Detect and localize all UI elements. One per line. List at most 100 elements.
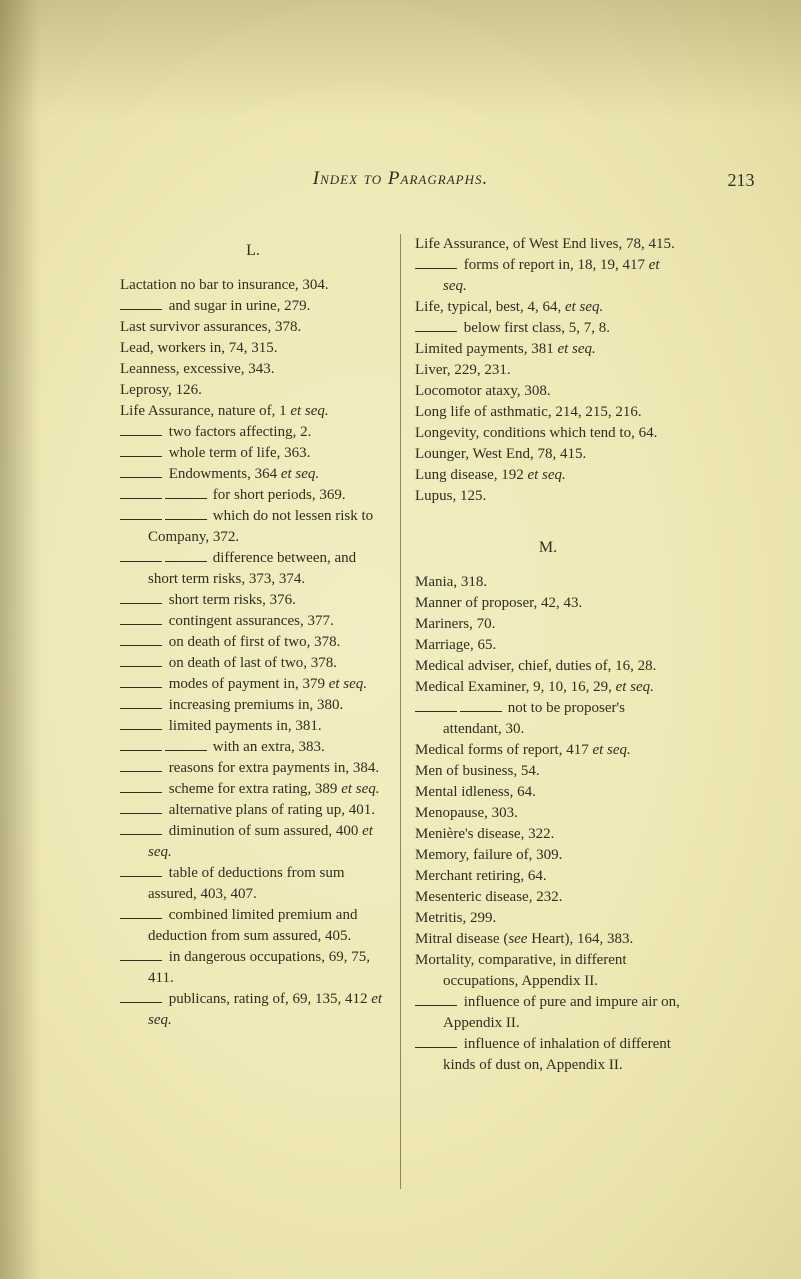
em-dash-leader: [120, 700, 162, 709]
page: Index to Paragraphs. 213 L. Lactation no…: [0, 0, 801, 1279]
index-entry: scheme for extra rating, 389 et seq.: [120, 779, 386, 800]
index-entry: Mariners, 70.: [415, 614, 681, 635]
columns: L. Lactation no bar to insurance, 304. a…: [120, 234, 681, 1189]
em-dash-leader: [415, 1039, 457, 1048]
index-entry: on death of first of two, 378.: [120, 632, 386, 653]
em-dash-leader: [120, 595, 162, 604]
em-dash-leader: [415, 703, 457, 712]
em-dash-leader: [120, 952, 162, 961]
index-entry: which do not lessen risk to Company, 372…: [120, 506, 386, 548]
index-entry: not to be proposer's attendant, 30.: [415, 698, 681, 740]
em-dash-leader: [165, 742, 207, 751]
index-entry: forms of report in, 18, 19, 417 et seq.: [415, 255, 681, 297]
index-entry: whole term of life, 363.: [120, 443, 386, 464]
index-entry: Mental idleness, 64.: [415, 782, 681, 803]
index-entry: Leanness, excessive, 343.: [120, 359, 386, 380]
index-entry: with an extra, 383.: [120, 737, 386, 758]
index-entry: Menopause, 303.: [415, 803, 681, 824]
index-entry: modes of payment in, 379 et seq.: [120, 674, 386, 695]
index-entry: table of deductions from sum assured, 40…: [120, 863, 386, 905]
index-entry: increasing premiums in, 380.: [120, 695, 386, 716]
index-entry: alternative plans of rating up, 401.: [120, 800, 386, 821]
index-entry: Memory, failure of, 309.: [415, 845, 681, 866]
index-entry: Merchant retiring, 64.: [415, 866, 681, 887]
em-dash-leader: [120, 784, 162, 793]
index-entry: limited payments in, 381.: [120, 716, 386, 737]
index-entry: combined limited premium and deduction f…: [120, 905, 386, 947]
index-entry: and sugar in urine, 279.: [120, 296, 386, 317]
index-entry: Lung disease, 192 et seq.: [415, 465, 681, 486]
index-entry: Locomotor ataxy, 308.: [415, 381, 681, 402]
index-entry: Mitral disease (see Heart), 164, 383.: [415, 929, 681, 950]
page-number: 213: [728, 170, 755, 191]
em-dash-leader: [120, 679, 162, 688]
index-entry: Lactation no bar to insurance, 304.: [120, 275, 386, 296]
index-entry: reasons for extra payments in, 384.: [120, 758, 386, 779]
index-entry: below first class, 5, 7, 8.: [415, 318, 681, 339]
index-entry: Metritis, 299.: [415, 908, 681, 929]
index-entry: Longevity, conditions which tend to, 64.: [415, 423, 681, 444]
header-row: Index to Paragraphs. 213: [121, 168, 681, 190]
index-entry: diminution of sum assured, 400 et seq.: [120, 821, 386, 863]
em-dash-leader: [165, 511, 207, 520]
em-dash-leader: [120, 301, 162, 310]
index-entry: short term risks, 376.: [120, 590, 386, 611]
index-entry: contingent assurances, 377.: [120, 611, 386, 632]
em-dash-leader: [120, 637, 162, 646]
index-entry: Limited payments, 381 et seq.: [415, 339, 681, 360]
index-entry: Endowments, 364 et seq.: [120, 464, 386, 485]
em-dash-leader: [415, 997, 457, 1006]
index-entry: Life Assurance, of West End lives, 78, 4…: [415, 234, 681, 255]
em-dash-leader: [415, 323, 457, 332]
em-dash-leader: [120, 742, 162, 751]
em-dash-leader: [120, 658, 162, 667]
em-dash-leader: [120, 427, 162, 436]
index-entry: influence of pure and impure air on, App…: [415, 992, 681, 1034]
em-dash-leader: [120, 721, 162, 730]
section-spacer: [415, 507, 681, 531]
index-entry: Mesenteric disease, 232.: [415, 887, 681, 908]
em-dash-leader: [460, 703, 502, 712]
em-dash-leader: [165, 553, 207, 562]
em-dash-leader: [165, 490, 207, 499]
left-column: L. Lactation no bar to insurance, 304. a…: [120, 234, 401, 1189]
section-letter-m: M.: [415, 537, 681, 558]
index-entry: Lead, workers in, 74, 315.: [120, 338, 386, 359]
index-entry: difference between, and short term risks…: [120, 548, 386, 590]
index-entry: Long life of asthmatic, 214, 215, 216.: [415, 402, 681, 423]
index-entry: Men of business, 54.: [415, 761, 681, 782]
index-entry: Marriage, 65.: [415, 635, 681, 656]
em-dash-leader: [415, 260, 457, 269]
em-dash-leader: [120, 910, 162, 919]
running-title: Index to Paragraphs.: [121, 168, 681, 190]
index-entry: Life Assurance, nature of, 1 et seq.: [120, 401, 386, 422]
em-dash-leader: [120, 616, 162, 625]
index-entry: Manner of proposer, 42, 43.: [415, 593, 681, 614]
em-dash-leader: [120, 511, 162, 520]
page-shade-top: [0, 0, 801, 120]
index-entry: Medical adviser, chief, duties of, 16, 2…: [415, 656, 681, 677]
em-dash-leader: [120, 868, 162, 877]
index-entry: publicans, rating of, 69, 135, 412 et se…: [120, 989, 386, 1031]
em-dash-leader: [120, 826, 162, 835]
index-entry: Medical forms of report, 417 et seq.: [415, 740, 681, 761]
index-entry: on death of last of two, 378.: [120, 653, 386, 674]
index-entry: Liver, 229, 231.: [415, 360, 681, 381]
page-shade-left: [0, 0, 40, 1279]
index-entry: Lounger, West End, 78, 415.: [415, 444, 681, 465]
right-column: Life Assurance, of West End lives, 78, 4…: [401, 234, 681, 1189]
index-entry: Mortality, comparative, in different occ…: [415, 950, 681, 992]
index-entry: Menière's disease, 322.: [415, 824, 681, 845]
index-entry: in dangerous occupations, 69, 75, 411.: [120, 947, 386, 989]
section-letter-l: L.: [120, 240, 386, 261]
index-entry: Last survivor assurances, 378.: [120, 317, 386, 338]
index-entry: two factors affecting, 2.: [120, 422, 386, 443]
em-dash-leader: [120, 994, 162, 1003]
index-entry: influence of inhalation of different kin…: [415, 1034, 681, 1076]
index-entry: for short periods, 369.: [120, 485, 386, 506]
em-dash-leader: [120, 490, 162, 499]
em-dash-leader: [120, 763, 162, 772]
index-entry: Mania, 318.: [415, 572, 681, 593]
em-dash-leader: [120, 469, 162, 478]
index-entry: Life, typical, best, 4, 64, et seq.: [415, 297, 681, 318]
